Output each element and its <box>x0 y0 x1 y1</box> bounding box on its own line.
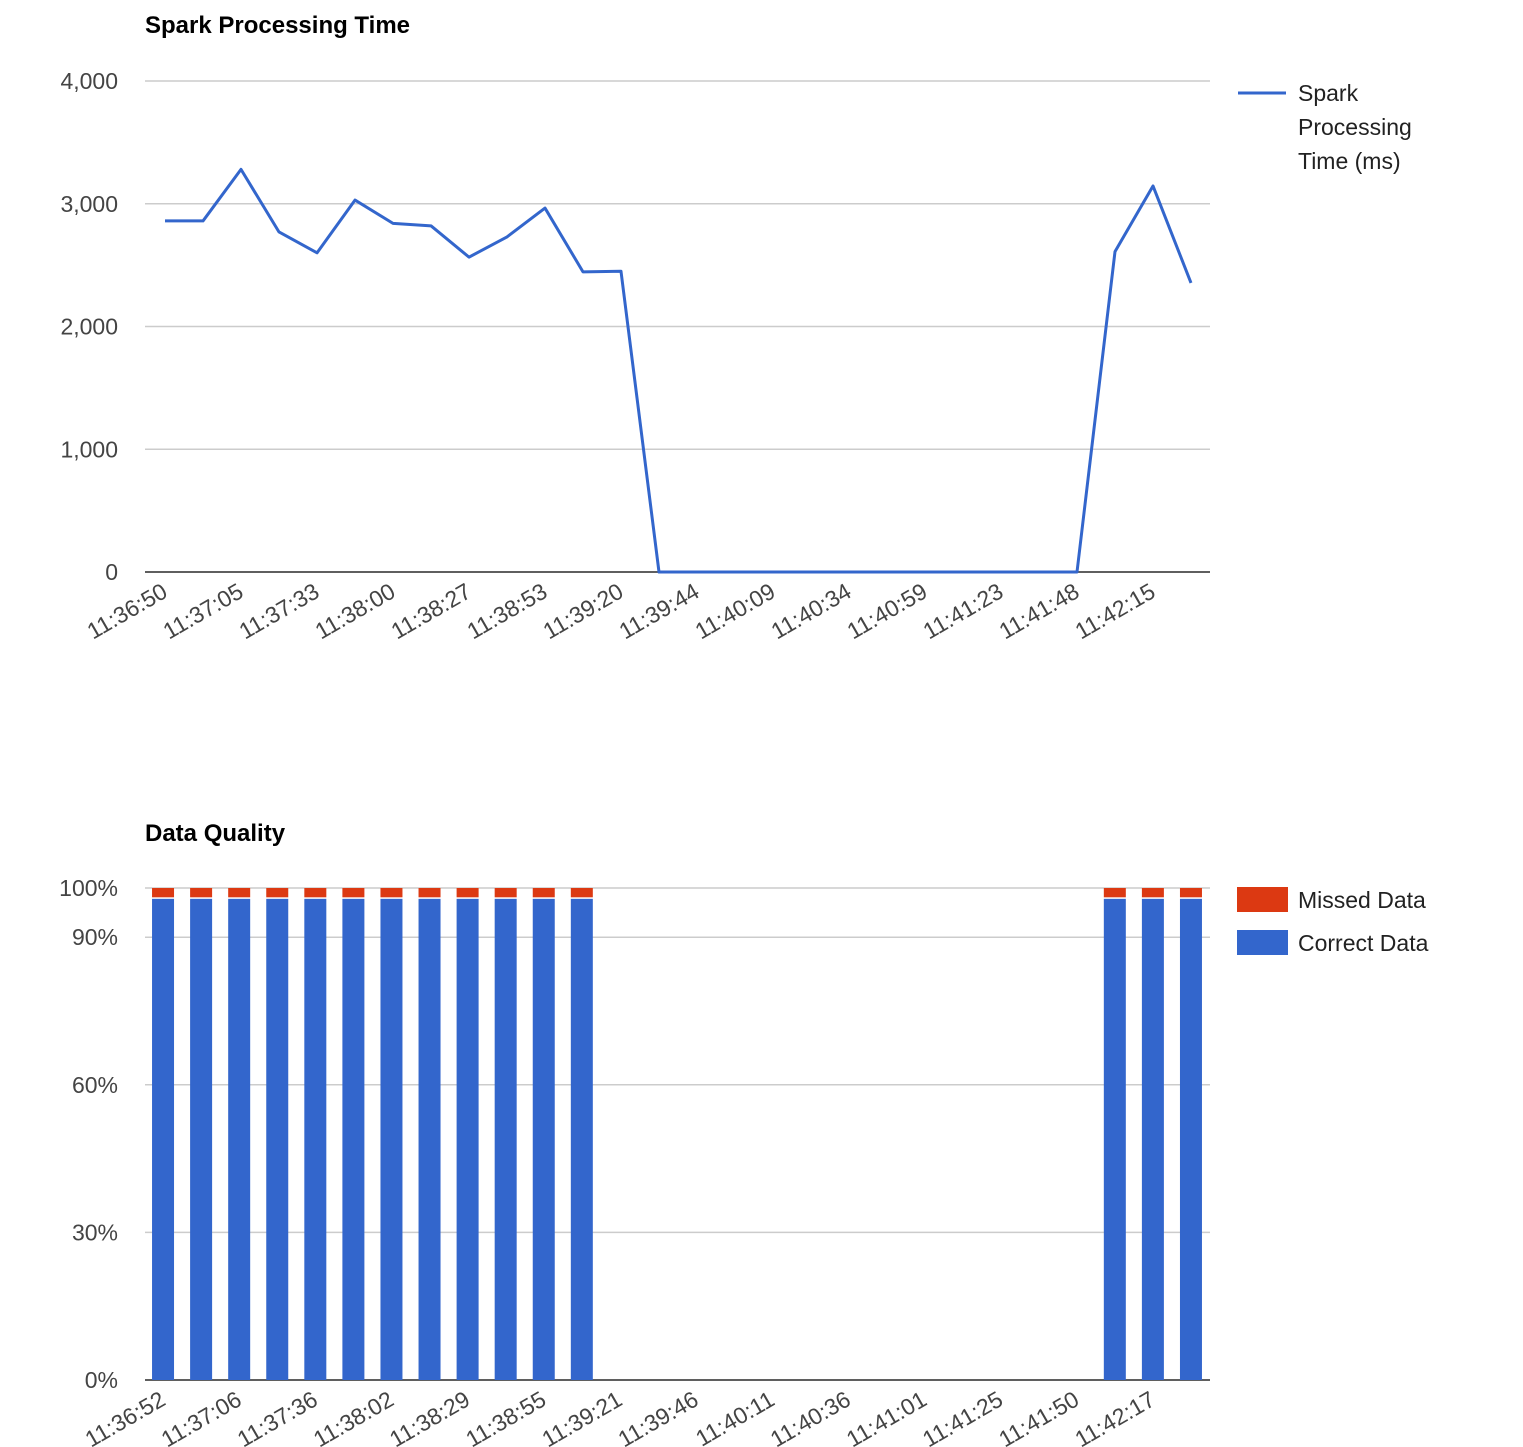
bar-segment <box>190 888 213 898</box>
bar-segment <box>456 898 479 1380</box>
bar-segment <box>228 888 251 898</box>
bar-segment <box>570 898 593 1380</box>
bar-segment <box>1179 888 1202 898</box>
legend-label: Missed Data <box>1298 887 1426 913</box>
bar-segment <box>570 888 593 898</box>
y-tick-label: 60% <box>72 1072 118 1098</box>
y-tick-label: 0% <box>85 1367 118 1393</box>
x-tick-label: 11:37:33 <box>234 578 323 644</box>
bar-segment <box>152 888 175 898</box>
bar-segment <box>418 888 441 898</box>
x-tick-label: 11:38:27 <box>386 578 475 644</box>
y-tick-label: 90% <box>72 924 118 950</box>
x-tick-label: 11:38:53 <box>462 578 551 644</box>
x-tick-label: 11:40:34 <box>766 578 855 645</box>
bar-segment <box>1179 898 1202 1380</box>
x-tick-label: 11:38:00 <box>310 578 399 644</box>
bar-segment <box>1103 898 1126 1380</box>
x-tick-label: 11:41:25 <box>918 1386 1007 1447</box>
bar-segment <box>456 888 479 898</box>
bar-segment <box>418 898 441 1380</box>
x-tick-label: 11:39:44 <box>614 578 703 645</box>
bar-segment <box>342 888 365 898</box>
y-tick-label: 100% <box>59 875 118 901</box>
x-tick-label: 11:36:50 <box>82 578 171 644</box>
x-tick-label: 11:42:17 <box>1070 1386 1159 1447</box>
legend-swatch <box>1237 887 1288 912</box>
y-tick-label: 3,000 <box>60 191 118 217</box>
x-tick-label: 11:41:50 <box>994 1386 1083 1447</box>
legend-swatch <box>1237 930 1288 955</box>
bar-segment <box>304 888 327 898</box>
bar-segment <box>304 898 327 1380</box>
legend-label: Spark Processing Time (ms) <box>1298 80 1412 174</box>
bar-segment <box>1141 888 1164 898</box>
y-tick-label: 2,000 <box>60 314 118 340</box>
x-tick-label: 11:38:02 <box>309 1386 398 1447</box>
bar-segment <box>532 898 555 1380</box>
bar-segment <box>266 888 289 898</box>
x-tick-label: 11:37:05 <box>158 578 247 644</box>
x-tick-label: 11:39:20 <box>538 578 627 644</box>
bar-segment <box>342 898 365 1380</box>
bar-segment <box>1103 888 1126 898</box>
x-tick-label: 11:38:55 <box>461 1386 550 1447</box>
x-tick-label: 11:36:52 <box>80 1386 169 1447</box>
bar-segment <box>1141 898 1164 1380</box>
x-tick-label: 11:40:11 <box>691 1386 779 1447</box>
bar-segment <box>532 888 555 898</box>
legend-label: Correct Data <box>1298 930 1429 956</box>
bar-segment <box>190 898 213 1380</box>
x-tick-label: 11:40:09 <box>690 578 779 644</box>
bar-segment <box>380 898 403 1380</box>
x-tick-label: 11:41:23 <box>918 578 1007 644</box>
y-tick-label: 0 <box>105 559 118 585</box>
bar-segment <box>380 888 403 898</box>
x-tick-label: 11:40:36 <box>766 1386 855 1447</box>
bar-segment <box>266 898 289 1380</box>
bar-segment <box>152 898 175 1380</box>
bar-segment <box>494 888 517 898</box>
x-tick-label: 11:39:46 <box>613 1386 702 1447</box>
chart-title: Data Quality <box>145 820 286 847</box>
x-tick-label: 11:37:06 <box>157 1386 246 1447</box>
x-tick-label: 11:41:48 <box>994 578 1083 644</box>
x-tick-label: 11:37:36 <box>233 1386 322 1447</box>
x-tick-label: 11:39:21 <box>537 1386 626 1447</box>
bar-segment <box>494 898 517 1380</box>
bar-segment <box>228 898 251 1380</box>
y-tick-label: 4,000 <box>60 68 118 94</box>
y-tick-label: 1,000 <box>60 436 118 462</box>
x-tick-label: 11:38:29 <box>385 1386 474 1447</box>
chart-title: Spark Processing Time <box>145 12 410 39</box>
line-series <box>165 167 1193 574</box>
x-tick-label: 11:41:01 <box>842 1386 931 1447</box>
x-tick-label: 11:40:59 <box>842 578 931 644</box>
y-tick-label: 30% <box>72 1219 118 1245</box>
x-tick-label: 11:42:15 <box>1070 578 1159 644</box>
